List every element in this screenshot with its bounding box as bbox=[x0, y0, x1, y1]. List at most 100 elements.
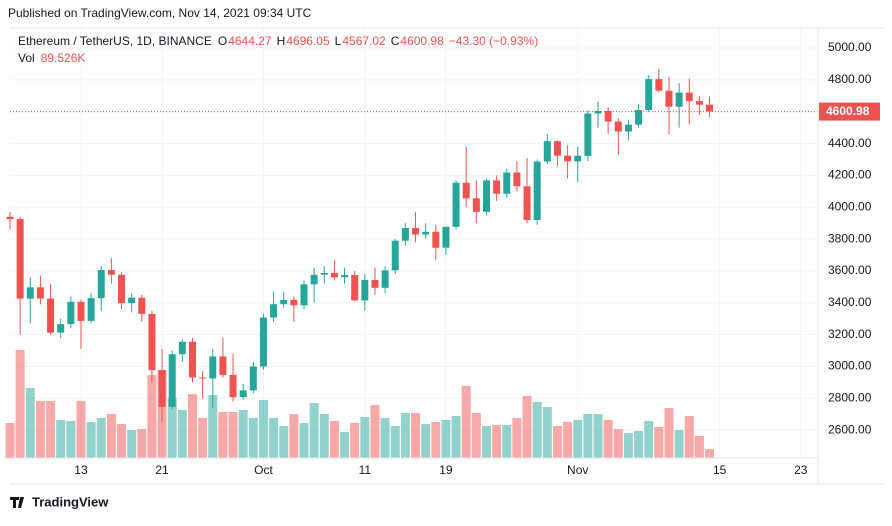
candle-body bbox=[330, 273, 338, 278]
candle-body bbox=[391, 240, 399, 271]
volume-bar bbox=[411, 413, 421, 458]
candle-body bbox=[270, 304, 278, 318]
volume-bar bbox=[664, 408, 674, 458]
candle-body bbox=[341, 275, 349, 278]
volume-bar bbox=[400, 413, 410, 458]
candle-body bbox=[584, 113, 592, 156]
volume-bar bbox=[86, 422, 96, 458]
volume-bar bbox=[583, 414, 593, 458]
volume-bar bbox=[198, 418, 208, 458]
volume-bar bbox=[471, 413, 481, 458]
volume-bar bbox=[147, 375, 157, 458]
candle-body bbox=[320, 273, 328, 275]
legend-text: L bbox=[335, 34, 342, 48]
legend-text: Ethereum / TetherUS, 1D, BINANCE bbox=[18, 34, 212, 48]
volume-bar bbox=[441, 420, 451, 458]
y-tick-label: 3400.00 bbox=[828, 295, 872, 309]
x-tick-label: 11 bbox=[359, 463, 372, 477]
volume-bar bbox=[218, 412, 228, 458]
candle-body bbox=[178, 341, 186, 355]
candle-body bbox=[36, 287, 44, 299]
candle-body bbox=[422, 231, 430, 235]
volume-bar bbox=[137, 429, 147, 458]
candle-body bbox=[706, 104, 714, 112]
volume-bar bbox=[451, 416, 461, 458]
footer-brand: TradingView bbox=[32, 494, 109, 509]
volume-bar bbox=[380, 418, 390, 458]
candle-body bbox=[351, 275, 359, 301]
candle-body bbox=[148, 313, 156, 371]
legend-text: 4696.05 bbox=[286, 34, 330, 48]
candle-body bbox=[209, 356, 217, 379]
volume-bar bbox=[208, 395, 218, 458]
y-tick-label: 3800.00 bbox=[828, 231, 872, 245]
legend-text: O bbox=[218, 34, 227, 48]
x-tick-label: 15 bbox=[713, 463, 727, 477]
volume-bar bbox=[502, 425, 512, 458]
legend-text: 89.526K bbox=[41, 51, 86, 65]
volume-bar bbox=[46, 401, 56, 458]
volume-bar bbox=[329, 421, 339, 458]
candle-body bbox=[624, 124, 632, 132]
volume-bar bbox=[603, 420, 613, 458]
candle-body bbox=[462, 182, 470, 199]
candle-body bbox=[482, 180, 490, 212]
volume-bar bbox=[5, 423, 15, 458]
volume-bar bbox=[573, 420, 583, 458]
candle-body bbox=[199, 377, 207, 379]
candle-body bbox=[543, 141, 551, 162]
legend-text: H bbox=[277, 34, 286, 48]
volume-bar bbox=[106, 414, 116, 458]
y-tick-label: 4400.00 bbox=[828, 136, 872, 150]
candle-body bbox=[442, 226, 450, 248]
x-tick-label: 21 bbox=[155, 463, 169, 477]
volume-bar bbox=[56, 420, 66, 458]
y-tick-label: 5000.00 bbox=[828, 40, 872, 54]
volume-bar bbox=[705, 449, 715, 458]
volume-bar bbox=[309, 403, 319, 458]
candle-body bbox=[523, 186, 531, 220]
volume-bar bbox=[360, 417, 370, 458]
volume-bar bbox=[542, 407, 552, 458]
volume-bar bbox=[350, 423, 360, 458]
legend-text: C bbox=[391, 34, 400, 48]
candle-body bbox=[381, 270, 389, 288]
candle-body bbox=[280, 299, 288, 305]
candle-body bbox=[645, 79, 653, 110]
volume-bar bbox=[15, 350, 25, 458]
candle-body bbox=[67, 301, 75, 325]
candle-body bbox=[290, 299, 298, 306]
candle-body bbox=[300, 284, 308, 306]
volume-bar bbox=[289, 414, 299, 458]
candle-body bbox=[188, 341, 196, 378]
candle-body bbox=[26, 287, 34, 299]
candle-body bbox=[57, 324, 65, 333]
candle-body bbox=[6, 216, 14, 220]
y-tick-label: 3200.00 bbox=[828, 327, 872, 341]
volume-bar bbox=[127, 430, 137, 458]
volume-bar bbox=[340, 432, 350, 458]
last-price-label: 4600.98 bbox=[826, 104, 870, 118]
volume-bar bbox=[674, 430, 684, 458]
volume-bar bbox=[258, 400, 268, 458]
volume-bar bbox=[228, 412, 238, 458]
volume-bar bbox=[522, 396, 532, 458]
volume-bar bbox=[187, 394, 197, 458]
volume-bar bbox=[481, 426, 491, 458]
candle-body bbox=[361, 280, 369, 301]
y-tick-label: 2600.00 bbox=[828, 422, 872, 436]
volume-bar bbox=[694, 436, 704, 458]
candle-body bbox=[158, 370, 166, 407]
legend-text: −43.30 (−0.93%) bbox=[449, 34, 538, 48]
candle-body bbox=[594, 110, 602, 114]
candle-body bbox=[87, 298, 95, 321]
volume-bar bbox=[248, 418, 258, 458]
candle-body bbox=[503, 172, 511, 194]
candle-body bbox=[513, 172, 521, 187]
candle-body bbox=[107, 269, 115, 275]
candle-body bbox=[553, 141, 561, 156]
candle-body bbox=[401, 227, 409, 241]
candle-body bbox=[371, 280, 379, 288]
volume-bar bbox=[370, 405, 380, 458]
candle-body bbox=[695, 101, 703, 105]
